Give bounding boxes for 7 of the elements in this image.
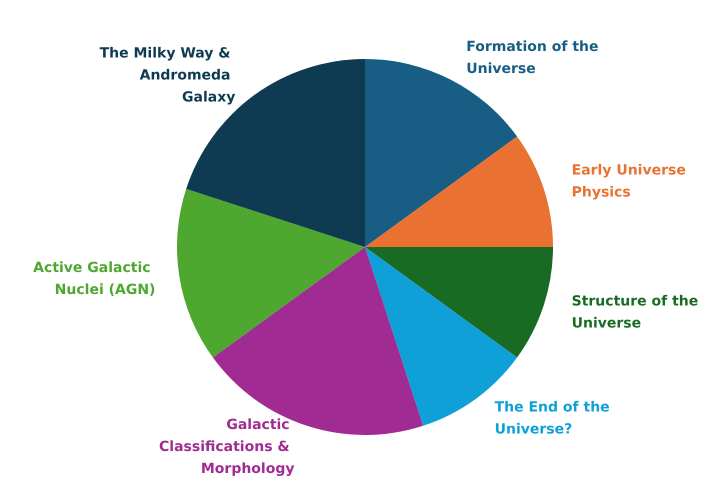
slice-label: Active Galactic Nuclei (AGN) — [33, 260, 156, 298]
slice-label: Galactic Classifications & Morphology — [159, 417, 294, 477]
slice-label: Structure of the Universe — [572, 294, 704, 332]
slice-label: Early Universe Physics — [572, 162, 691, 200]
slice-label: The End of the Universe? — [494, 400, 615, 438]
slice-label: Formation of the Universe — [466, 39, 604, 78]
slice-label: The Milky Way & Andromeda Galaxy — [100, 45, 236, 106]
